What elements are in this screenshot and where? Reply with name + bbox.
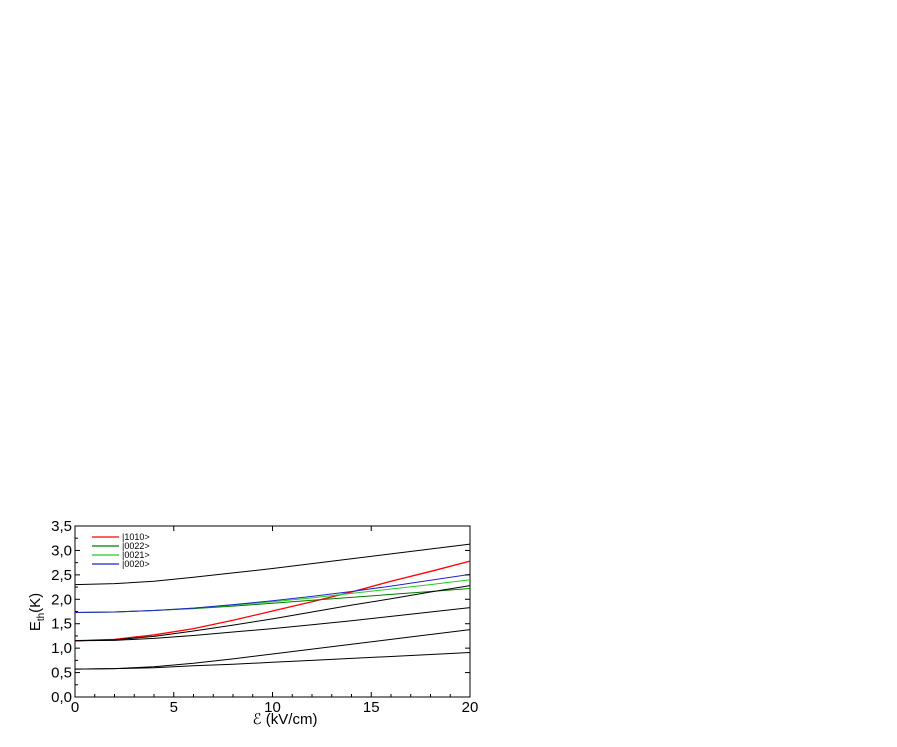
x-axis-title: ℰ (kV/cm) bbox=[253, 711, 318, 728]
y-tick-label: 0,0 bbox=[51, 689, 72, 706]
x-tick-label: 15 bbox=[363, 699, 380, 716]
series-line-1 bbox=[74, 560, 471, 642]
x-axis: 0 5 10 15 20 bbox=[71, 526, 479, 716]
y-tick-label: 1,0 bbox=[51, 640, 72, 657]
legend-label: |0020> bbox=[122, 559, 150, 569]
series-line-4 bbox=[74, 573, 471, 613]
y-axis-title: Eth(K) bbox=[27, 593, 47, 631]
y-axis: 0,0 0,5 1,0 1,5 2,0 2,5 3,0 3,5 bbox=[51, 518, 470, 706]
series-line-9 bbox=[74, 652, 471, 670]
y-axis-title-sub: th bbox=[36, 613, 47, 621]
y-tick-label: 1,5 bbox=[51, 616, 72, 633]
y-tick-label: 2,5 bbox=[51, 567, 72, 584]
series-line-5 bbox=[74, 543, 471, 586]
y-axis-title-unit: (K) bbox=[27, 593, 44, 613]
series-line-7 bbox=[74, 607, 471, 642]
series-line-8 bbox=[74, 629, 471, 670]
svg-text:Eth(K): Eth(K) bbox=[27, 593, 47, 631]
y-tick-label: 0,5 bbox=[51, 665, 72, 682]
legend: |1010>|0022>|0021>|0020> bbox=[92, 532, 150, 569]
y-tick-label: 3,5 bbox=[51, 518, 72, 535]
legend-label: |0022> bbox=[122, 541, 150, 551]
x-tick-label: 20 bbox=[462, 699, 479, 716]
x-tick-label: 0 bbox=[71, 699, 79, 716]
y-tick-label: 2,0 bbox=[51, 591, 72, 608]
legend-label: |0021> bbox=[122, 550, 150, 560]
series-line-3 bbox=[74, 579, 471, 613]
series-group bbox=[74, 543, 471, 670]
series-line-6 bbox=[74, 585, 471, 642]
y-tick-label: 3,0 bbox=[51, 542, 72, 559]
y-axis-title-main: E bbox=[27, 621, 44, 631]
legend-label: |1010> bbox=[122, 532, 150, 542]
x-tick-label: 5 bbox=[170, 699, 178, 716]
x-tick-label: 10 bbox=[264, 699, 281, 716]
